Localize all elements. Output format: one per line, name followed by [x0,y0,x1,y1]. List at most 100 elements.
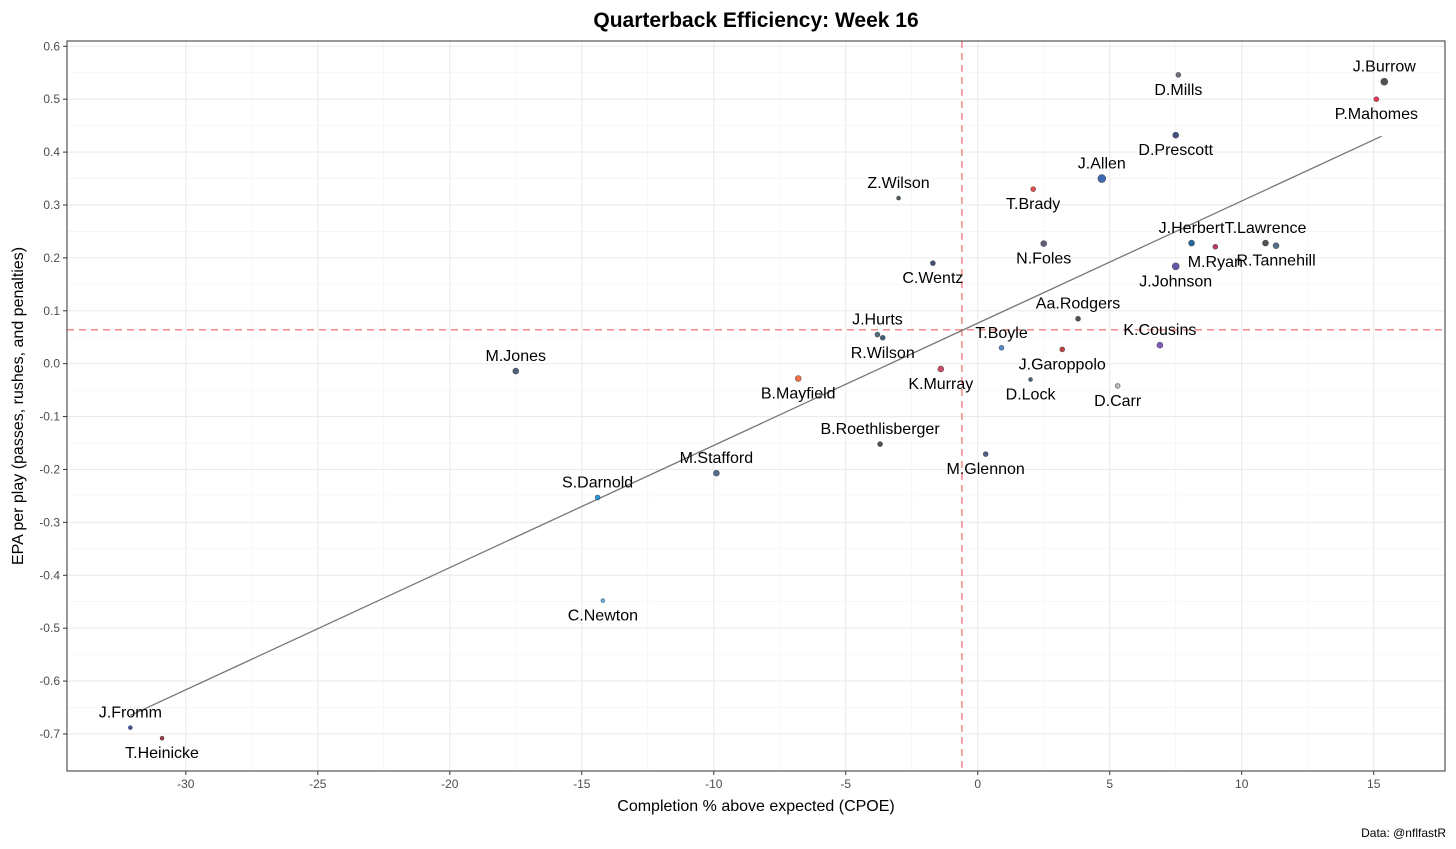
point-label: B.Roethlisberger [820,421,940,438]
point-t-brady [1030,186,1036,192]
point-j-garoppolo [1059,346,1066,353]
reference-lines [67,41,1445,771]
y-tick-label: -0.6 [39,674,60,688]
point-label: D.Lock [1006,387,1057,404]
point-c-newton [600,598,606,603]
point-c-wentz [930,260,936,266]
point-p-mahomes [1373,96,1380,102]
y-tick-label: -0.4 [39,568,60,582]
y-tick-label: 0.0 [43,357,60,371]
point-label: D.Prescott [1138,142,1213,159]
y-tick-label: 0.4 [43,145,60,159]
point-label: T.Lawrence [1225,220,1307,237]
point-label: J.Johnson [1139,273,1212,290]
x-tick-label: -25 [309,777,327,791]
point-s-darnold [594,494,601,501]
point-m-jones [512,367,520,375]
x-tick-label: -15 [573,777,591,791]
grid-major [67,41,1445,771]
y-tick-label: -0.3 [39,515,60,529]
point-k-murray [937,365,945,373]
y-tick-label: -0.7 [39,727,60,741]
y-tick-label: -0.5 [39,621,60,635]
x-axis-ticks: -30 -25 -20 -15 -10 -5 0 5 10 15 [177,771,1381,791]
grid-minor [67,41,1445,771]
chart-title: Quarterback Efficiency: Week 16 [593,9,918,32]
point-label: B.Mayfield [761,385,836,402]
point-label: K.Cousins [1123,322,1196,339]
point-t-lawrence [1262,239,1269,247]
point-label: P.Mahomes [1335,106,1418,123]
point-label: S.Darnold [562,475,633,492]
point-label: D.Mills [1154,82,1202,99]
point-label: K.Murray [908,376,973,393]
point-label: C.Wentz [902,270,963,287]
trend-line-group [130,135,1382,717]
trend-line [130,135,1382,717]
point-b-mayfield [794,375,802,382]
point-k-cousins [1156,341,1164,349]
point-labels-group: J.Burrow P.Mahomes D.Mills D.Prescott J.Alle… [99,59,1418,762]
point-r-wilson [879,334,886,341]
point-d-prescott [1172,131,1180,139]
point-m-glennon [982,451,989,457]
point-j-johnson [1171,262,1180,271]
point-label: Z.Wilson [867,175,929,192]
point-label: R.Wilson [851,345,915,362]
y-tick-label: -0.2 [39,462,60,476]
point-label: J.Hurts [852,312,903,329]
point-label: J.Burrow [1353,59,1417,76]
point-z-wilson [896,195,901,201]
point-j-fromm [128,725,133,730]
y-tick-label: 0.1 [43,304,60,318]
point-j-hurts [874,331,881,338]
point-label: T.Brady [1006,196,1060,213]
point-label: C.Newton [568,608,638,625]
x-tick-label: 5 [1106,777,1113,791]
y-axis-title: EPA per play (passes, rushes, and penalt… [10,247,27,565]
point-b-roethlisberger [877,441,883,447]
x-tick-label: -5 [840,777,851,791]
panel-border [66,40,1446,772]
x-axis-title: Completion % above expected (CPOE) [617,798,894,815]
point-r-tannehill [1272,242,1280,250]
point-d-carr [1114,383,1121,389]
point-label: J.Garoppolo [1019,356,1106,373]
point-label: J.Herbert [1159,220,1225,237]
x-tick-label: 15 [1367,777,1381,791]
point-m-ryan [1212,243,1219,250]
y-tick-label: -0.1 [39,410,60,424]
point-label: M.Glennon [947,461,1025,478]
point-label: J.Fromm [99,705,162,722]
x-tick-label: -10 [705,777,723,791]
x-tick-label: 0 [974,777,981,791]
y-tick-label: 0.5 [43,92,60,106]
y-tick-label: 0.6 [43,39,60,53]
points-group [128,72,1389,741]
x-tick-label: -30 [177,777,195,791]
caption: Data: @nflfastR [1361,826,1446,840]
point-n-foles [1040,240,1048,247]
point-label: M.Jones [486,348,546,365]
point-j-burrow [1380,77,1389,86]
point-label: R.Tannehill [1236,253,1315,270]
point-label: D.Carr [1094,393,1142,410]
x-tick-label: 10 [1235,777,1249,791]
x-tick-label: -20 [441,777,459,791]
point-label: T.Boyle [975,325,1028,342]
point-label: M.Ryan [1188,254,1243,271]
point-label: J.Allen [1078,156,1126,173]
point-label: Aa.Rodgers [1036,296,1121,313]
y-axis-ticks: -0.7 -0.6 -0.5 -0.4 -0.3 -0.2 -0.1 0.0 0.1 0.2 0.3… [39,39,67,741]
point-t-heinicke [159,735,165,741]
point-label: M.Stafford [680,450,754,467]
point-d-lock [1028,377,1033,382]
point-t-boyle [998,345,1005,351]
y-tick-label: 0.2 [43,251,60,265]
point-m-stafford [713,469,720,477]
y-tick-label: 0.3 [43,198,60,212]
point-aa-rodgers [1075,315,1081,322]
point-j-herbert [1188,239,1195,247]
